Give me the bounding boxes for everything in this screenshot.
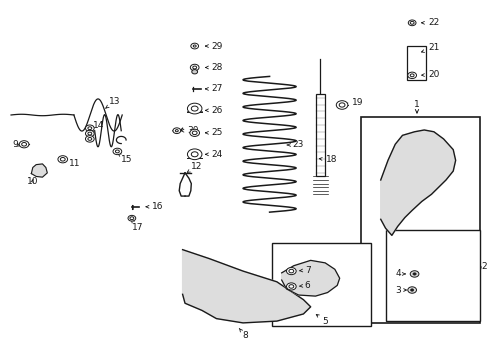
Text: 13: 13 [105,97,120,108]
Text: 20: 20 [421,70,439,79]
Circle shape [286,267,296,275]
Text: 4: 4 [395,269,401,278]
Polygon shape [31,164,47,177]
Circle shape [192,131,197,135]
Circle shape [336,101,347,109]
Text: 23: 23 [286,140,304,149]
Circle shape [175,130,178,132]
Polygon shape [182,249,310,323]
Circle shape [128,215,136,221]
Text: 24: 24 [205,150,223,159]
Text: 25: 25 [205,129,223,138]
Text: 22: 22 [421,18,438,27]
Circle shape [189,129,199,136]
Bar [407,46,425,80]
Circle shape [191,152,198,157]
Circle shape [60,157,65,161]
Bar [271,243,370,327]
Circle shape [130,217,134,220]
Circle shape [115,150,119,153]
Text: 1: 1 [413,100,419,109]
Text: 10: 10 [26,177,38,186]
Text: 5: 5 [316,315,328,325]
Circle shape [190,64,199,71]
Circle shape [409,271,418,277]
Polygon shape [380,130,455,235]
Circle shape [85,130,94,137]
Text: 3: 3 [395,285,401,294]
Text: 14: 14 [90,121,104,131]
Circle shape [339,103,344,107]
Text: 17: 17 [131,220,143,232]
Circle shape [191,106,198,111]
Circle shape [409,21,413,24]
Bar [361,117,479,323]
Circle shape [407,20,415,26]
Circle shape [288,269,293,273]
Text: 29: 29 [205,41,223,50]
Circle shape [85,125,94,131]
Circle shape [192,66,196,69]
Text: 8: 8 [239,328,247,340]
Text: 11: 11 [62,159,81,168]
Circle shape [113,148,122,155]
Circle shape [288,285,293,288]
Text: 26: 26 [205,106,223,115]
Circle shape [407,72,416,78]
Circle shape [409,74,413,77]
Circle shape [88,132,92,135]
Circle shape [407,287,416,293]
Text: 9: 9 [12,140,20,149]
Circle shape [190,43,198,49]
Circle shape [58,156,67,163]
Text: 16: 16 [146,202,163,211]
Text: 27: 27 [205,84,223,93]
Bar [385,230,479,321]
Circle shape [286,283,296,290]
Text: 30: 30 [181,126,199,135]
Text: 12: 12 [187,162,202,172]
Circle shape [173,128,180,134]
Circle shape [85,136,94,142]
Circle shape [88,138,92,140]
Bar [315,94,325,176]
Text: 21: 21 [421,43,439,53]
Circle shape [191,69,197,74]
Text: 28: 28 [205,63,223,72]
Polygon shape [281,260,339,296]
Circle shape [193,45,196,47]
Text: 2: 2 [480,262,486,271]
Text: 18: 18 [319,156,337,165]
Circle shape [409,289,413,291]
Text: 7: 7 [299,266,310,275]
Circle shape [88,127,92,130]
Circle shape [19,141,29,148]
Text: 19: 19 [345,98,363,107]
Text: 15: 15 [118,154,132,164]
Circle shape [21,143,26,146]
Circle shape [187,149,202,159]
Circle shape [412,273,415,275]
Text: 6: 6 [299,281,310,290]
Circle shape [187,103,202,114]
